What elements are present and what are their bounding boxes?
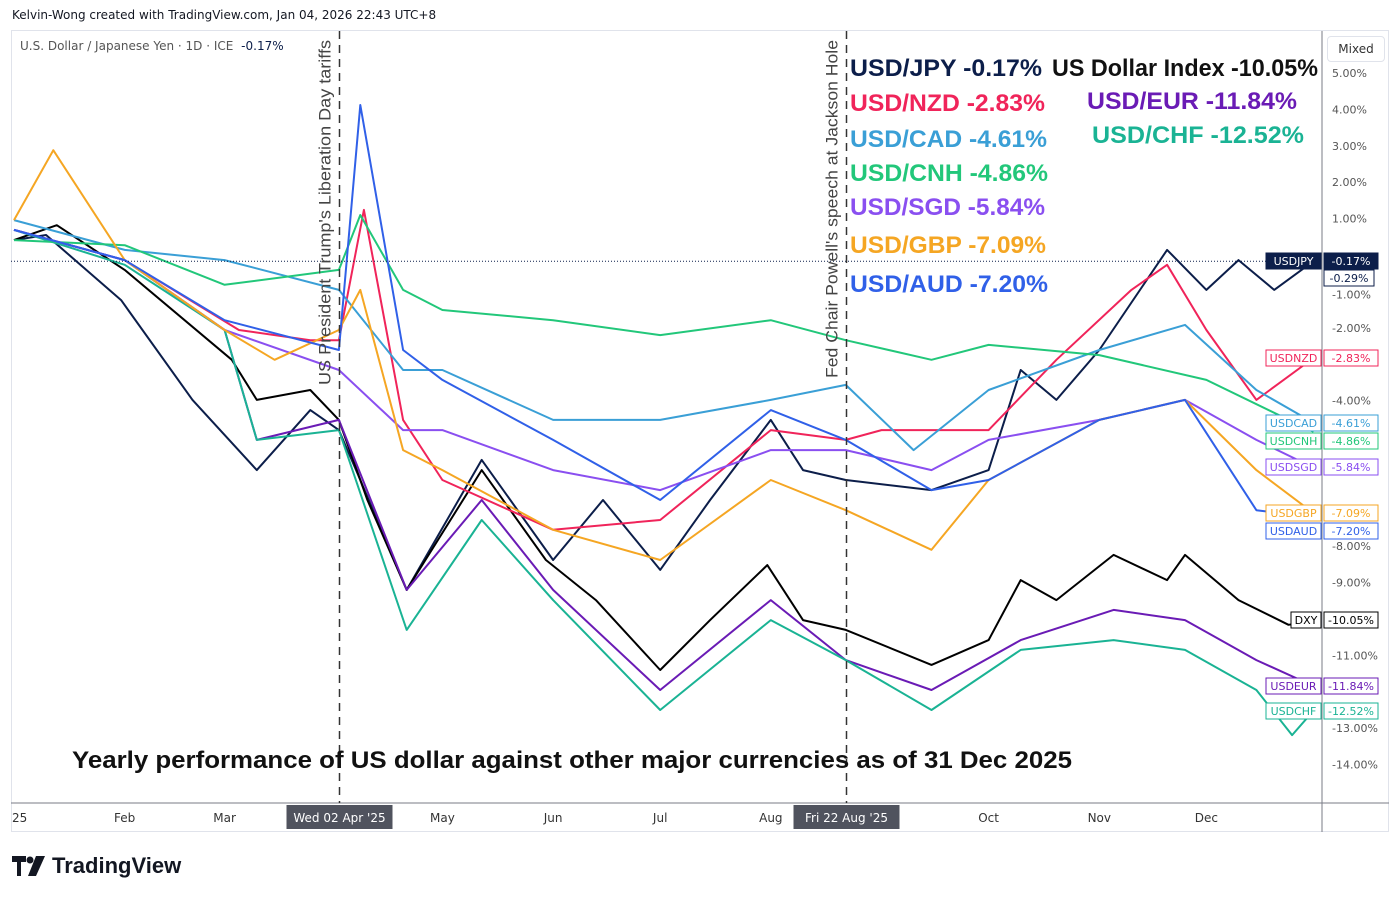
price-tag-value: -0.17%	[1332, 255, 1371, 268]
series-line-usdcnh	[13, 214, 1314, 433]
price-tag-name: USDCAD	[1270, 417, 1317, 430]
price-tag-value: -4.86%	[1332, 435, 1371, 448]
x-tick-label: May	[430, 811, 455, 825]
price-tag-value: -10.05%	[1328, 614, 1374, 627]
svg-text:-0.29%: -0.29%	[1330, 272, 1369, 285]
price-tag-usdgbp[interactable]: USDGBP -7.09%	[1265, 504, 1379, 522]
price-tag-usdaud[interactable]: USDAUD -7.20%	[1265, 522, 1379, 540]
series-line-usdeur	[13, 228, 1314, 691]
tradingview-logo-text: TradingView	[52, 853, 182, 878]
price-tag-name: USDGBP	[1270, 507, 1317, 520]
price-tag-value: -7.09%	[1332, 507, 1371, 520]
y-tick-label: -2.00%	[1332, 322, 1371, 335]
legend-usdgbp: USD/GBP -7.09%	[850, 232, 1046, 259]
x-tick-label: Aug	[759, 811, 782, 825]
price-tag-usdcnh[interactable]: USDCNH -4.86%	[1265, 432, 1379, 450]
series-line-usdgbp	[13, 149, 1315, 561]
chart-frame	[11, 30, 1389, 832]
legend-usdjpy: USD/JPY -0.17%	[850, 55, 1042, 82]
price-tag-value: -2.83%	[1332, 352, 1371, 365]
svg-text:Fri 22 Aug '25: Fri 22 Aug '25	[805, 811, 888, 825]
price-tag-value: -12.52%	[1328, 705, 1374, 718]
y-tick-label: -8.00%	[1332, 540, 1371, 553]
symbol-change: -0.17%	[241, 39, 284, 53]
price-scale-mode-button[interactable]: Mixed	[1327, 36, 1385, 62]
legend-usdcad: USD/CAD -4.61%	[850, 126, 1047, 153]
x-tick-label: Jun	[543, 811, 563, 825]
legend-usdnzd: USD/NZD -2.83%	[850, 90, 1045, 117]
price-tag-name: USDNZD	[1270, 352, 1318, 365]
chart-credit: Kelvin-Wong created with TradingView.com…	[12, 8, 437, 22]
x-tick-label: 25	[12, 811, 27, 825]
event-date-label: Fri 22 Aug '25	[793, 805, 900, 829]
y-tick-label: -4.00%	[1332, 395, 1371, 408]
x-tick-label: Nov	[1088, 811, 1111, 825]
price-tag-name: USDJPY	[1274, 255, 1314, 268]
svg-text:Wed 02 Apr '25: Wed 02 Apr '25	[293, 811, 385, 825]
price-tag-usdsgd[interactable]: USDSGD -5.84%	[1265, 458, 1379, 476]
legend-usdchf: USD/CHF -12.52%	[1092, 122, 1304, 149]
y-tick-label: 1.00%	[1332, 213, 1367, 226]
price-tag-value: -11.84%	[1328, 680, 1374, 693]
y-tick-label: 3.00%	[1332, 140, 1367, 153]
price-tag-name: DXY	[1295, 614, 1318, 627]
price-tag-name: USDCHF	[1271, 705, 1317, 718]
symbol-title: U.S. Dollar / Japanese Yen · 1D · ICE	[20, 39, 234, 53]
legend-usdeur: USD/EUR -11.84%	[1087, 88, 1297, 115]
y-tick-label: -11.00%	[1332, 649, 1378, 662]
series-line-usdjpy	[13, 234, 1315, 591]
x-tick-label: Jul	[652, 811, 667, 825]
y-tick-label: 5.00%	[1332, 67, 1367, 80]
series-line-usdchf	[13, 228, 1315, 737]
x-tick-label: Oct	[978, 811, 999, 825]
price-tag-name: USDAUD	[1270, 525, 1317, 538]
price-tag-usdjpy[interactable]: USDJPY -0.17%	[1265, 252, 1379, 270]
symbol-info: U.S. Dollar / Japanese Yen · 1D · ICE -0…	[20, 39, 284, 53]
price-tag-name: USDSGD	[1270, 461, 1317, 474]
price-tag-extra: -0.29%	[1323, 269, 1375, 287]
legend-usdcnh: USD/CNH -4.86%	[850, 160, 1048, 187]
legend-usdsgd: USD/SGD -5.84%	[850, 194, 1045, 221]
tradingview-logo-icon	[12, 856, 45, 876]
y-tick-label: -14.00%	[1332, 759, 1378, 772]
event-date-label: Wed 02 Apr '25	[286, 805, 393, 829]
series-line-dxy	[13, 224, 1314, 671]
legend-usdaud: USD/AUD -7.20%	[850, 271, 1048, 298]
x-tick-label: Dec	[1195, 811, 1218, 825]
price-tag-usdcad[interactable]: USDCAD -4.61%	[1265, 414, 1379, 432]
y-tick-label: 2.00%	[1332, 176, 1367, 189]
y-tick-label: -13.00%	[1332, 722, 1378, 735]
event-annotation: US President Trump's Liberation Day tari…	[316, 40, 335, 385]
y-tick-label: -9.00%	[1332, 577, 1371, 590]
price-tag-dxy[interactable]: DXY -10.05%	[1290, 611, 1379, 629]
price-tag-usdeur[interactable]: USDEUR -11.84%	[1265, 677, 1379, 695]
series-line-usdcad	[13, 219, 1314, 452]
price-tag-usdchf[interactable]: USDCHF -12.52%	[1265, 702, 1379, 720]
price-tag-name: USDCNH	[1270, 435, 1318, 448]
event-annotation: Fed Chair Powell's speech at Jackson Hol…	[823, 40, 842, 378]
price-tag-value: -5.84%	[1332, 461, 1371, 474]
legend-dxy: US Dollar Index -10.05%	[1052, 55, 1318, 82]
x-tick-label: Mar	[213, 811, 236, 825]
tradingview-logo[interactable]: TradingView	[12, 853, 181, 879]
series-line-usdaud	[13, 104, 1314, 519]
price-tag-usdnzd[interactable]: USDNZD -2.83%	[1265, 349, 1379, 367]
price-tag-name: USDEUR	[1270, 680, 1317, 693]
x-tick-label: Feb	[114, 811, 135, 825]
chart-title: Yearly performance of US dollar against …	[72, 747, 1072, 774]
y-tick-label: 4.00%	[1332, 103, 1367, 116]
price-tag-value: -4.61%	[1332, 417, 1371, 430]
price-tag-value: -7.20%	[1332, 525, 1371, 538]
y-tick-label: -1.00%	[1332, 288, 1371, 301]
